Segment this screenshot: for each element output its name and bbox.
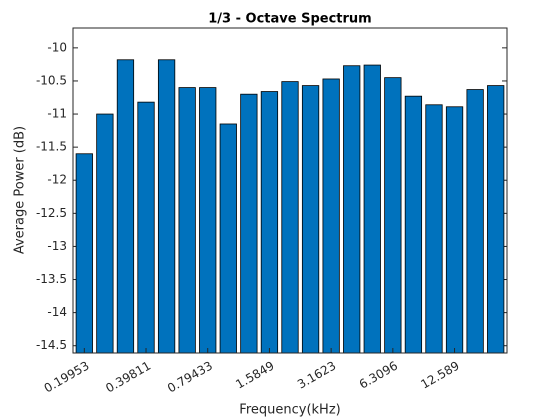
bar — [466, 89, 484, 354]
chart-title: 1/3 - Octave Spectrum — [208, 12, 371, 27]
y-tick-label: -10.5 — [36, 73, 67, 87]
bar — [96, 113, 114, 354]
y-tick-label: -14.5 — [36, 338, 67, 352]
y-tick-label: -11 — [47, 107, 67, 121]
y-tick-label: -12 — [47, 173, 67, 187]
bar — [219, 123, 237, 354]
bar — [75, 153, 93, 354]
bar — [425, 104, 443, 354]
y-tick-label: -12.5 — [36, 206, 67, 220]
bar — [260, 91, 279, 354]
y-tick-label: -11.5 — [36, 140, 67, 154]
axes-box — [72, 27, 508, 354]
y-axis-label: Average Power (dB) — [13, 126, 28, 254]
bar — [240, 93, 258, 354]
bar — [157, 59, 176, 354]
bar — [445, 106, 464, 354]
bar — [487, 85, 505, 354]
bar — [384, 77, 402, 354]
bar — [199, 87, 217, 354]
bar — [281, 81, 299, 354]
bar — [343, 65, 361, 354]
bar — [178, 87, 196, 354]
x-axis-label: Frequency(kHz) — [239, 403, 340, 418]
bar — [363, 64, 381, 354]
bar — [322, 78, 340, 354]
bar — [301, 85, 320, 354]
y-tick-label: -13.5 — [36, 272, 67, 286]
bar — [404, 95, 423, 354]
y-tick-label: -13 — [47, 239, 67, 253]
y-tick-label: -10 — [47, 40, 67, 54]
bar — [137, 101, 155, 354]
y-tick-label: -14 — [47, 305, 67, 319]
bar — [116, 59, 135, 354]
